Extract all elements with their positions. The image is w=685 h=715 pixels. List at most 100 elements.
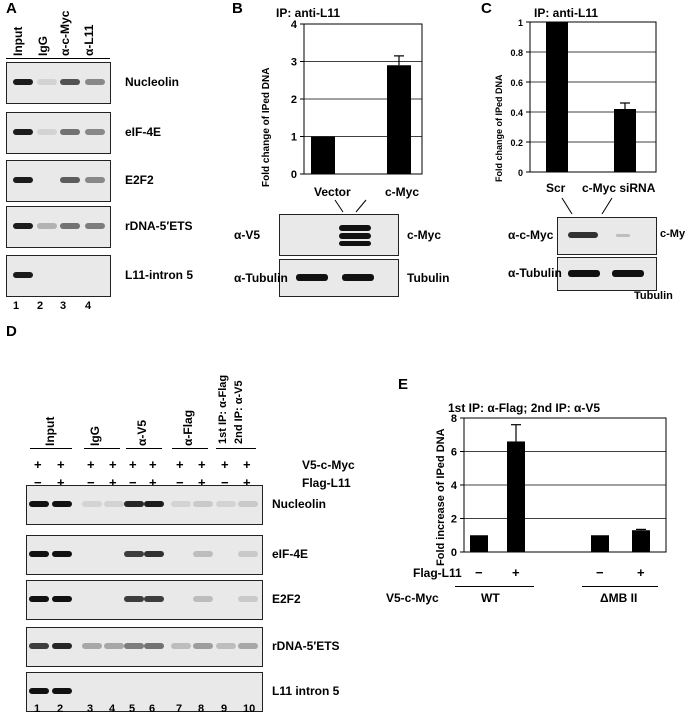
y-tick-label: 4 <box>451 480 458 492</box>
band <box>124 551 144 557</box>
band <box>144 501 164 507</box>
panel-e-letter: E <box>398 376 409 393</box>
band <box>85 177 105 183</box>
panel-b-category-label: c-Myc <box>385 185 419 199</box>
panel-a-blot-row <box>6 255 111 297</box>
panel-b-bracket <box>334 199 344 213</box>
band <box>193 501 213 507</box>
y-tick-label: 1 <box>291 132 297 144</box>
y-tick-label: 0.4 <box>510 108 523 118</box>
panel-b-blot-tubulin <box>279 259 399 297</box>
panel-d-flag-sign: − <box>87 475 95 490</box>
y-tick-label: 1 <box>518 18 523 28</box>
band <box>339 241 371 246</box>
panel-c-blot-cmyc <box>557 217 657 255</box>
panel-d-blot-row <box>26 535 263 575</box>
band <box>52 501 72 507</box>
y-tick-label: 3 <box>291 57 297 69</box>
y-tick-label: 0 <box>291 169 297 181</box>
panel-c-bracket <box>601 197 613 215</box>
panel-d-lane-number: 10 <box>243 703 256 715</box>
panel-d-lane-number: 2 <box>57 703 64 715</box>
panel-a-lane-number: 1 <box>13 300 20 312</box>
panel-a-lane-number: 3 <box>60 300 67 312</box>
band <box>37 129 57 135</box>
y-tick-label: 0.6 <box>510 78 523 88</box>
panel-c-blot-tubulin <box>557 257 657 291</box>
panel-e-title: 1st IP: α-Flag; 2nd IP: α-V5 <box>448 401 601 415</box>
panel-d-group-line <box>216 448 256 449</box>
band <box>124 596 144 602</box>
y-tick-label: 2 <box>291 94 297 106</box>
bar <box>591 535 609 552</box>
band <box>144 643 164 649</box>
panel-b-blot2-antibody: α-Tubulin <box>234 271 288 285</box>
panel-d-v5-sign: + <box>198 457 206 472</box>
band <box>296 274 328 281</box>
panel-d-row-label: eIF-4E <box>272 547 309 561</box>
panel-b-letter: B <box>232 0 243 17</box>
panel-d-blot-row <box>26 672 263 712</box>
panel-d-row-label: E2F2 <box>272 592 301 606</box>
panel-d-lane-number: 5 <box>129 703 136 715</box>
panel-a-blot-row <box>6 112 111 154</box>
panel-a-row-label: Nucleolin <box>125 75 180 89</box>
band <box>193 643 213 649</box>
panel-e-v5-label: V5-c-Myc <box>386 591 439 605</box>
panel-d-flag-sign: − <box>176 475 184 490</box>
y-tick-label: 8 <box>451 413 457 425</box>
panel-d-row-label: Nucleolin <box>272 497 327 511</box>
band <box>568 270 600 277</box>
panel-e-flag-sign: + <box>637 565 645 580</box>
panel-d-v5-label: V5-c-Myc <box>302 458 355 472</box>
band <box>60 177 80 183</box>
band <box>13 129 33 135</box>
panel-d-flag-sign: + <box>198 475 206 490</box>
panel-d-v5-sign: + <box>109 457 117 472</box>
y-tick-label: 6 <box>451 447 457 459</box>
panel-b-blot2-target: Tubulin <box>407 271 450 285</box>
panel-e-flag-sign: − <box>596 565 604 580</box>
panel-d-v5-sign: + <box>129 457 137 472</box>
panel-d-v5-sign: + <box>176 457 184 472</box>
y-tick-label: 0.8 <box>510 48 523 58</box>
y-tick-label: 0.2 <box>510 138 523 148</box>
panel-d-lane-number: 3 <box>87 703 94 715</box>
panel-d-v5-sign: + <box>149 457 157 472</box>
band <box>171 643 191 649</box>
panel-d-flag-sign: + <box>149 475 157 490</box>
band <box>238 551 258 557</box>
band <box>60 129 80 135</box>
panel-e-flag-sign: + <box>512 565 520 580</box>
y-tick-label: 0 <box>518 168 523 178</box>
panel-d-flag-sign: − <box>221 475 229 490</box>
band <box>52 596 72 602</box>
band <box>144 551 164 557</box>
panel-c-blot1-target: c-Myc <box>660 228 685 240</box>
bar <box>387 65 411 174</box>
panel-e-flag-sign: − <box>475 565 483 580</box>
panel-b-bracket <box>355 199 367 213</box>
panel-a-blot-row <box>6 206 111 248</box>
panel-d-row-label: rDNA-5′ETS <box>272 639 340 653</box>
panel-d-group-line <box>84 448 120 449</box>
panel-d-v5-sign: + <box>87 457 95 472</box>
panel-e-group-dmb: ΔMB II <box>600 591 638 605</box>
panel-d-lane-number: 8 <box>198 703 205 715</box>
band <box>29 551 49 557</box>
band <box>29 688 49 694</box>
panel-d-v5-sign: + <box>34 457 42 472</box>
bar <box>614 109 636 172</box>
band <box>60 223 80 229</box>
band <box>339 233 371 239</box>
panel-c-blot2-antibody: α-Tubulin <box>508 266 562 280</box>
panel-d-flag-sign: + <box>57 475 65 490</box>
panel-a-row-label: E2F2 <box>125 173 154 187</box>
bar <box>470 535 488 552</box>
band <box>171 501 191 507</box>
band <box>238 643 258 649</box>
panel-d-group-line <box>30 448 72 449</box>
panel-c-category-label: c-Myc siRNA <box>582 181 656 195</box>
band <box>52 688 72 694</box>
panel-a-row-label: eIF-4E <box>125 125 162 139</box>
